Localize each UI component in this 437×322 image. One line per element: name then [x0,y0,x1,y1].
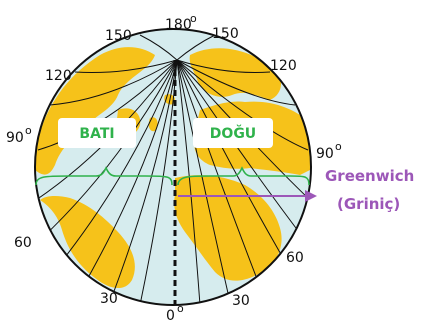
label-120-left: 120 [45,68,72,84]
south-america-land [40,195,135,289]
label-0: 0 [166,308,175,322]
greenwich-label: Greenwich [325,167,414,185]
africa-land [174,175,282,281]
siberia-land [189,48,282,100]
east-label-box [193,118,273,148]
east-label: DOĞU [210,124,256,142]
label-60-right: 60 [286,250,304,266]
label-150-left: 150 [105,28,132,44]
greenwich-arrow-head [305,190,317,202]
label-90-right: 90 [316,146,334,162]
label-0-degree: o [177,302,184,315]
label-180: 180 [165,17,192,33]
west-label: BATI [79,126,114,142]
label-90-right-degree: o [335,140,342,153]
label-60-left: 60 [14,235,32,251]
globe-outline [34,28,312,306]
greenwich-label-local: (Griniç) [337,195,400,213]
label-90-left-degree: o [25,124,32,137]
label-150-right: 150 [212,26,239,42]
label-30-left: 30 [100,291,118,307]
label-90-left: 90 [6,130,24,146]
label-180-degree: o [190,12,197,25]
label-120-right: 120 [270,58,297,74]
label-30-right: 30 [232,293,250,309]
west-label-box [58,118,136,148]
equator-braces [35,166,310,186]
